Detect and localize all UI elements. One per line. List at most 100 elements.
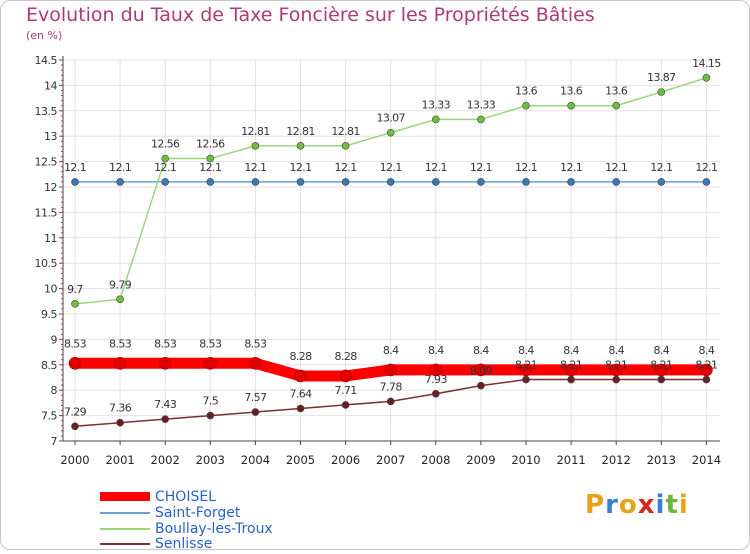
data-point [71,300,79,308]
data-point [522,375,530,384]
y-tick-label: 7.5 [41,410,57,423]
data-label: 13.33 [467,98,496,111]
y-tick-label: 13 [44,130,57,143]
y-tick-label: 10 [44,283,57,296]
data-label: 8.28 [335,350,358,363]
data-label: 12.1 [289,161,311,174]
data-point [477,178,485,186]
data-label: 12.1 [695,161,717,174]
data-label: 12.81 [286,125,315,138]
data-point [567,375,575,384]
data-label: 8.21 [605,359,627,372]
x-tick-label: 2008 [421,453,450,467]
data-point [702,178,711,186]
data-label: 12.1 [244,161,266,174]
data-label: 13.33 [422,98,451,111]
data-point [296,178,305,186]
data-label: 7.64 [289,387,312,400]
legend-swatch [100,543,150,545]
data-point [161,415,169,423]
y-tick-label: 9 [51,333,58,346]
data-label: 12.56 [151,138,180,151]
data-label: 14.15 [692,57,721,70]
data-point [612,375,621,384]
data-label: 8.4 [383,344,399,357]
data-label: 8.21 [515,359,537,372]
x-tick-label: 2010 [511,453,540,467]
data-label: 7.29 [64,405,87,418]
data-point [71,178,79,186]
data-point [386,128,395,137]
x-tick-label: 2007 [376,453,405,467]
logo-letter: t [665,490,679,520]
data-label: 8.4 [563,344,579,357]
data-point [522,178,530,186]
data-point [386,178,395,186]
y-tick-label: 12.5 [35,156,58,169]
proxiti-logo: Proxiti [585,490,689,520]
data-point [116,418,124,427]
y-tick-label: 8 [51,384,58,397]
data-point [341,178,350,186]
legend-label: Senlisse [155,536,213,552]
data-point [339,369,352,383]
data-label: 8.53 [154,337,177,350]
x-tick-label: 2001 [105,453,134,467]
data-point [384,363,398,377]
data-label: 12.1 [109,161,131,174]
data-label: 13.07 [376,112,405,125]
chart-title: Evolution du Taux de Taxe Foncière sur l… [26,4,595,26]
data-label: 12.1 [154,161,176,174]
data-point [431,178,440,186]
y-tick-label: 13.5 [35,105,58,118]
data-point [341,401,350,409]
y-tick-label: 12 [44,181,57,194]
data-label: 12.81 [241,125,270,138]
data-point [116,178,124,186]
data-point [657,178,666,186]
legend-swatch [100,528,150,530]
data-point [68,356,82,370]
data-label: 12.1 [560,161,582,174]
data-point [702,73,711,82]
data-point [657,375,666,384]
data-point [206,178,215,186]
logo-letter: r [605,490,619,520]
data-point [158,356,172,370]
data-label: 12.1 [335,161,357,174]
data-label: 8.4 [473,344,489,357]
data-label: 8.4 [518,344,534,357]
y-tick-label: 14.5 [35,54,58,67]
logo-letter: x [637,490,656,520]
x-tick-label: 2009 [466,453,495,467]
data-label: 12.56 [196,138,225,151]
data-label: 8.21 [560,359,582,372]
data-point [71,422,79,431]
data-label: 12.1 [650,161,672,174]
data-label: 7.93 [425,373,448,386]
data-label: 8.21 [650,359,672,372]
x-tick-label: 2011 [556,453,585,467]
data-point [161,178,169,186]
data-label: 13.87 [647,71,676,84]
data-label: 9.79 [109,278,132,291]
data-label: 8.53 [64,337,87,350]
data-label: 12.1 [380,161,402,174]
data-label: 12.1 [605,161,627,174]
data-point [341,142,350,150]
data-label: 7.57 [244,391,267,404]
data-label: 12.1 [515,161,537,174]
data-point [161,154,169,163]
legend-label: CHOISEL [155,489,216,505]
data-point [251,178,260,186]
data-point [522,101,530,110]
data-label: 12.1 [64,161,86,174]
data-label: 8.21 [695,359,717,372]
y-tick-label: 11 [44,232,57,245]
data-label: 7.71 [335,384,357,397]
data-label: 8.4 [699,344,715,357]
x-tick-label: 2002 [151,453,180,467]
x-tick-label: 2005 [286,453,315,467]
